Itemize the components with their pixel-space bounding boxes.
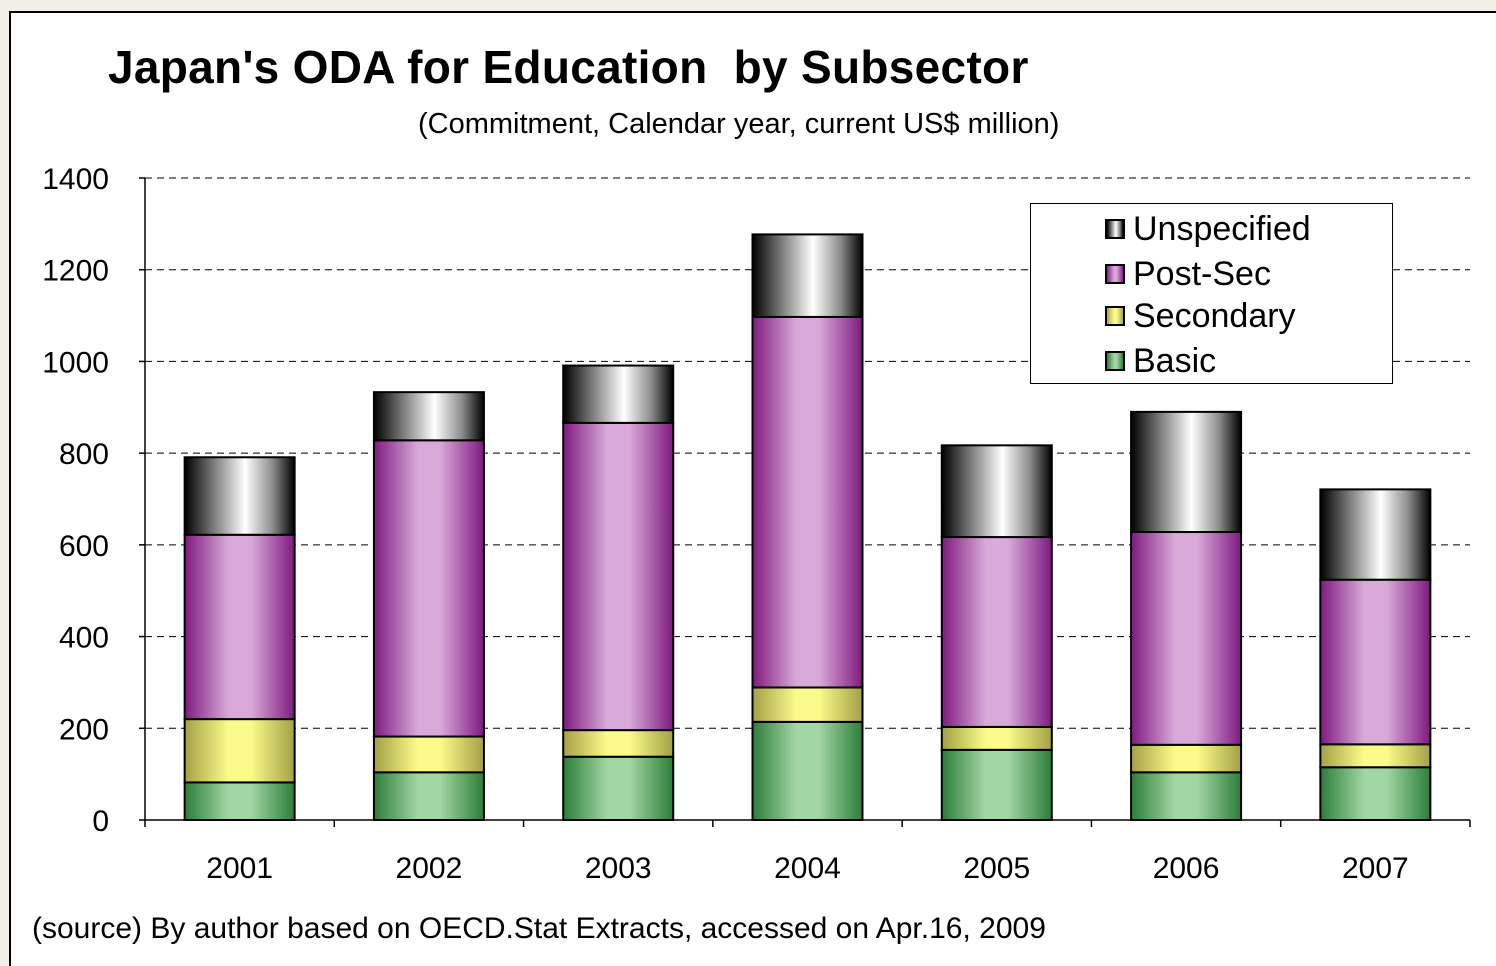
bar-post-sec-2006 <box>1130 531 1243 746</box>
bar-post-sec-2007 <box>1319 578 1432 746</box>
legend-item-secondary: Secondary <box>1105 296 1296 336</box>
y-tick-label: 1400 <box>42 163 109 196</box>
x-tick-label: 2002 <box>396 852 463 885</box>
bar-basic-2007 <box>1319 766 1432 821</box>
bar-secondary-2005 <box>940 725 1053 751</box>
y-tick-label: 600 <box>59 530 109 563</box>
bar-basic-2006 <box>1130 771 1243 822</box>
y-tick-label: 800 <box>59 438 109 471</box>
chart-subtitle: (Commitment, Calendar year, current US$ … <box>418 108 1060 140</box>
x-tick-label: 2005 <box>963 852 1030 885</box>
bar-post-sec-2001 <box>183 533 296 721</box>
bar-unspecified-2004 <box>751 233 864 318</box>
y-tick-label: 1200 <box>42 255 109 288</box>
bar-secondary-2006 <box>1130 743 1243 774</box>
bar-unspecified-2005 <box>940 444 1053 539</box>
bar-basic-2003 <box>562 755 675 822</box>
x-tick-label: 2007 <box>1342 852 1409 885</box>
bar-post-sec-2004 <box>751 315 864 689</box>
legend-label: Basic <box>1133 341 1217 380</box>
x-tick-label: 2006 <box>1153 852 1220 885</box>
bar-post-sec-2002 <box>372 439 485 738</box>
legend: Unspecified Post-Sec Secondary Basic <box>1030 203 1393 384</box>
bar-secondary-2001 <box>183 718 296 784</box>
x-axis: 2001 2002 2003 2004 2005 2006 2007 <box>144 819 1471 885</box>
bars <box>183 233 1432 822</box>
bar-secondary-2007 <box>1319 743 1432 769</box>
legend-label: Unspecified <box>1133 209 1311 248</box>
legend-item-basic: Basic <box>1105 341 1216 381</box>
legend-swatch-unspecified <box>1105 219 1125 239</box>
legend-item-post-sec: Post-Sec <box>1105 254 1271 294</box>
y-tick-label: 200 <box>59 713 109 746</box>
legend-swatch-secondary <box>1105 306 1125 326</box>
x-tick-label: 2003 <box>585 852 652 885</box>
y-tick-label: 400 <box>59 622 109 655</box>
bar-unspecified-2006 <box>1130 410 1243 534</box>
bar-unspecified-2007 <box>1319 488 1432 581</box>
chart-title: Japan's ODA for Education by Subsector <box>108 41 1029 93</box>
legend-swatch-basic <box>1105 351 1125 371</box>
x-tick-label: 2004 <box>774 852 841 885</box>
bar-secondary-2004 <box>751 686 864 723</box>
bar-post-sec-2005 <box>940 536 1053 728</box>
bar-unspecified-2001 <box>183 456 296 536</box>
bar-unspecified-2003 <box>562 364 675 424</box>
legend-label: Secondary <box>1133 296 1296 335</box>
bar-secondary-2003 <box>562 729 675 758</box>
bar-post-sec-2003 <box>562 421 675 732</box>
y-tick-label: 1000 <box>42 346 109 379</box>
x-tick-label: 2001 <box>206 852 273 885</box>
bar-secondary-2002 <box>372 735 485 774</box>
bar-basic-2005 <box>940 748 1053 821</box>
legend-label: Post-Sec <box>1133 254 1271 293</box>
bar-basic-2001 <box>183 781 296 822</box>
bar-unspecified-2002 <box>372 391 485 442</box>
y-axis: 0 200 400 600 800 1000 1200 1400 <box>42 163 146 838</box>
bar-basic-2002 <box>372 771 485 822</box>
legend-item-unspecified: Unspecified <box>1105 209 1311 249</box>
legend-swatch-post-sec <box>1105 264 1125 284</box>
y-tick-label: 0 <box>92 805 109 838</box>
source-note: (source) By author based on OECD.Stat Ex… <box>32 912 1046 945</box>
bar-basic-2004 <box>751 720 864 822</box>
